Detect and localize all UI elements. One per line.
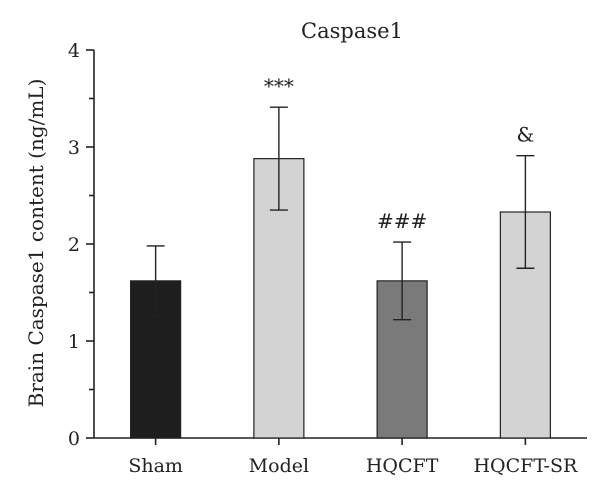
x-tick-label: HQCFT-SR (473, 455, 578, 477)
plot-area: 0 1 2 3 4 Sham Model *** HQCFT ### HQCFT-SR & (68, 40, 587, 477)
x-tick-label: Model (249, 455, 309, 477)
significance-label: ### (377, 209, 427, 233)
y-tick-label: 1 (68, 331, 80, 353)
significance-label: *** (264, 74, 294, 98)
significance-label: & (516, 123, 534, 147)
x-tick-label: HQCFT (366, 455, 439, 477)
y-tick-label: 4 (68, 40, 80, 62)
y-axis-label: Brain Caspase1 content (ng/mL) (24, 79, 48, 408)
chart-title: Caspase1 (301, 19, 403, 43)
y-tick-label: 0 (68, 428, 80, 450)
y-tick-label: 3 (68, 137, 80, 159)
x-tick-label: Sham (128, 455, 183, 477)
y-tick-label: 2 (68, 234, 80, 256)
